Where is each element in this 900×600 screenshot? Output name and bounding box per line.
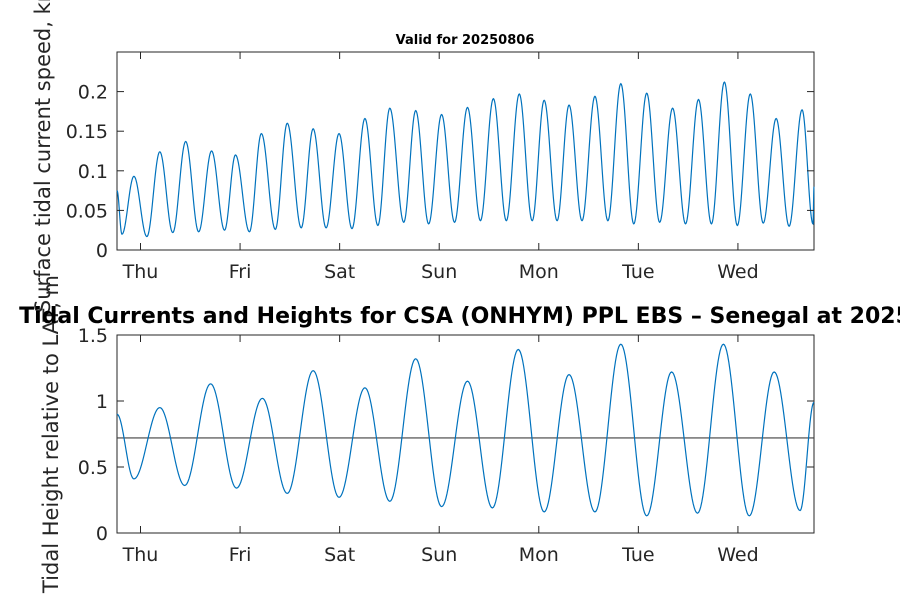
current-speed-y-tick-label: 0 <box>96 240 108 262</box>
tidal-height-y-tick-label: 1 <box>96 391 108 413</box>
tidal-height-x-tick-label-thu: Thu <box>122 544 159 566</box>
current-speed-y-tick-label: 0.15 <box>66 121 108 143</box>
current-speed-y-tick-label: 0.05 <box>66 200 108 222</box>
current-speed-x-tick-label-mon: Mon <box>519 261 559 283</box>
current-speed-x-tick-label-fri: Fri <box>229 261 252 283</box>
tidal-height-series-line <box>116 343 815 517</box>
tidal-height-x-tick-label-wed: Wed <box>717 544 758 566</box>
current-speed-chart-title: Valid for 20250806 <box>396 33 535 48</box>
tidal-height-y-axis-label: Tidal Height relative to LAT, m <box>39 275 63 594</box>
tidal-height-y-tick-label: 1.5 <box>78 325 108 347</box>
current-speed-y-tick-label: 0.1 <box>78 161 108 183</box>
current-speed-x-tick-label-wed: Wed <box>717 261 758 283</box>
tidal-height-x-tick-label-sat: Sat <box>324 544 355 566</box>
tidal-height-plot-frame <box>116 334 815 534</box>
figure-title: Tidal Currents and Heights for CSA (ONHY… <box>19 304 900 329</box>
tidal-height-y-tick-label: 0 <box>96 523 108 545</box>
tidal-height-axes: 0 0.5 1 1.5 Thu Fri Sat Sun Mon Tue Wed Tidal Hei… <box>39 275 815 594</box>
tidal-height-x-tick-label-fri: Fri <box>229 544 252 566</box>
tidal-height-x-tick-label-mon: Mon <box>519 544 559 566</box>
current-speed-x-tick-label-thu: Thu <box>122 261 159 283</box>
current-speed-plot-frame <box>116 51 815 251</box>
current-speed-y-axis-label: Surface tidal current speed, kn <box>31 0 55 313</box>
current-speed-y-tick-label: 0.2 <box>78 82 108 104</box>
current-speed-x-tick-label-tue: Tue <box>621 261 654 283</box>
tidal-height-x-tick-label-tue: Tue <box>621 544 654 566</box>
current-speed-x-tick-label-sun: Sun <box>421 261 457 283</box>
tidal-height-y-tick-label: 0.5 <box>78 457 108 479</box>
current-speed-series-line <box>116 81 815 238</box>
current-speed-x-tick-label-sat: Sat <box>324 261 355 283</box>
tidal-height-x-tick-label-sun: Sun <box>421 544 457 566</box>
current-speed-axes: 0 0.05 0.1 0.15 0.2 Thu Fri Sat Sun Mon Tue Wed Va… <box>31 0 815 313</box>
